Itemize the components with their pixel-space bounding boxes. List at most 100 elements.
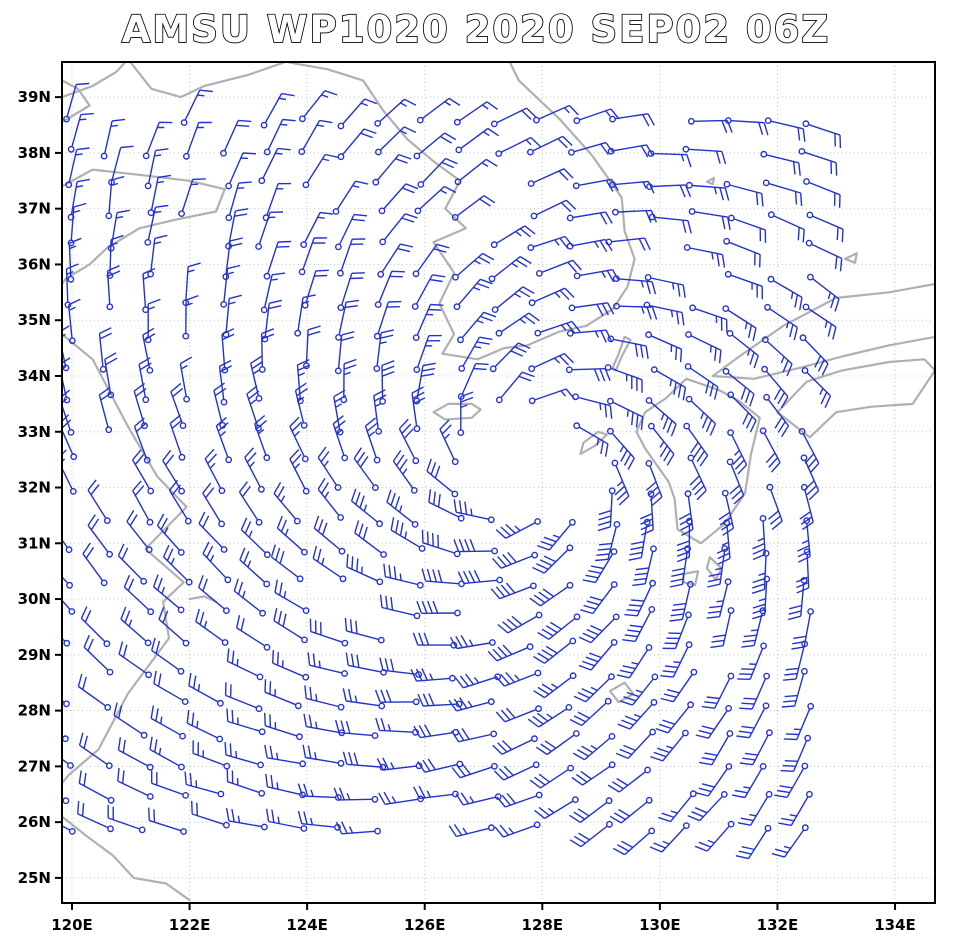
station-circle [146,366,154,374]
station-circle [807,273,814,281]
wind-barb [729,464,745,505]
coastline [776,358,935,439]
station-circle [103,517,111,524]
wind-barb [379,594,415,616]
wind-barb [690,335,722,364]
wind-barb [350,488,378,523]
station-circle [376,520,383,528]
station-circle [767,275,775,283]
wind-barb [333,787,373,801]
wind-barb [78,770,110,800]
station-circle [217,790,225,798]
wind-barb [500,312,540,333]
wind-barb [694,308,728,333]
coastline [608,681,635,704]
station-circle [147,608,155,616]
wind-barb [495,707,537,723]
wind-barb [107,804,140,830]
y-tick-label: 33N [18,423,51,441]
wind-barb [240,517,266,554]
wind-barb [660,673,693,703]
wind-barb [451,763,493,779]
wind-barb [353,447,375,486]
station-circle [302,673,310,681]
station-circle [177,667,185,675]
station-circle [67,239,75,247]
wind-barb [148,148,169,184]
wind-barb [264,299,283,337]
station-circle [527,148,534,156]
station-circle [258,789,266,797]
station-circle [183,395,191,403]
station-circle [648,606,656,613]
station-circle [182,792,190,799]
wind-barb [398,418,416,459]
wind-barb [236,615,266,647]
wind-barb [416,600,455,614]
station-circle [720,791,728,798]
wind-barb [812,278,840,312]
station-circle [767,211,775,219]
x-tick-label: 124E [286,916,328,934]
wind-barb [87,479,107,519]
station-circle [105,762,113,770]
wind-barb [527,708,567,728]
station-circle [798,427,806,435]
wind-barb [273,607,303,640]
wind-barb [229,152,257,184]
wind-barb [611,237,651,251]
station-circle [759,427,767,435]
wind-barb [532,549,569,574]
wind-barb [763,432,781,473]
wind-barb [378,270,405,303]
station-circle [807,702,815,710]
wind-barb [658,795,693,823]
station-circle [64,301,72,309]
station-circle [728,214,735,222]
wind-barb [264,92,295,124]
station-circle [806,790,813,798]
wind-barb [264,679,297,706]
wind-barb [307,652,343,674]
wind-barb [71,112,94,147]
station-circle [294,702,302,710]
wind-barb [335,719,373,737]
wind-barb [752,581,768,620]
wind-barb [343,358,357,398]
wind-barb [710,613,732,649]
wind-barb [614,465,630,506]
station-circle [568,148,575,156]
station-circle [372,178,380,186]
station-circle [605,238,613,246]
wind-barb [751,556,767,594]
station-circle [141,422,148,430]
wind-barb [265,808,302,829]
station-circle [649,579,656,587]
station-circle [604,364,612,371]
station-circle [338,547,346,555]
station-circle [455,146,463,154]
wind-barb [451,728,492,743]
wind-barb [376,329,394,366]
wind-barb [687,795,724,822]
wind-barb [460,127,499,149]
station-circle [648,827,656,835]
station-circle [222,331,230,338]
station-circle [687,117,695,125]
station-circle [645,644,653,651]
wind-barb [111,145,134,180]
station-circle [649,728,656,736]
station-circle [178,453,186,461]
wind-barb [767,398,790,438]
wind-barb [70,202,87,241]
wind-barb [272,650,304,677]
station-circle [373,456,381,464]
wind-barb [62,825,71,831]
wind-barb [771,829,805,858]
station-circle [146,518,154,526]
station-circle [142,306,150,314]
wind-barb [449,635,490,650]
wind-barb [695,710,728,739]
station-circle [106,668,114,676]
wind-barb [297,783,336,799]
